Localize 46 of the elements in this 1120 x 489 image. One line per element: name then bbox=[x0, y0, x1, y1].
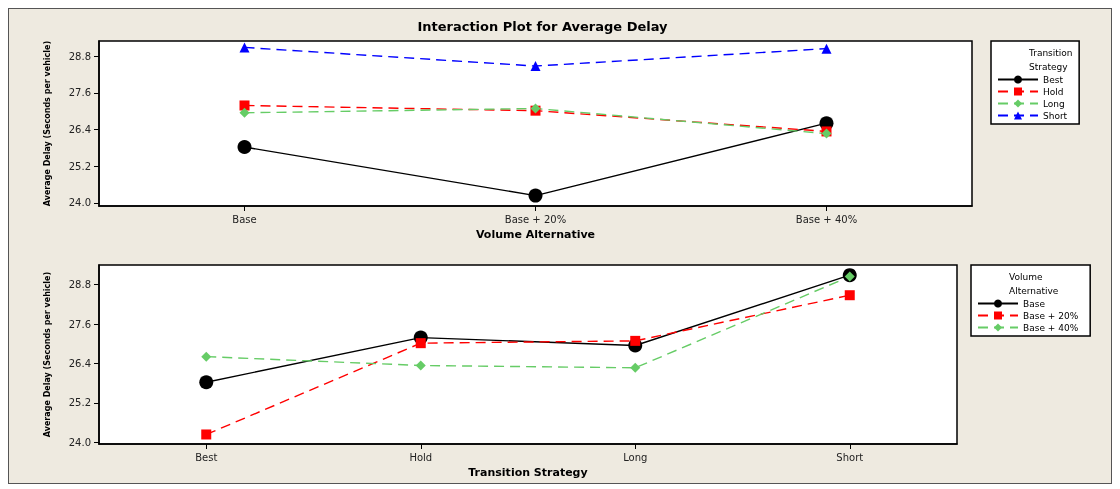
legend-title: Volume Alternative bbox=[1009, 272, 1059, 296]
x-tick-label: Short bbox=[836, 451, 864, 463]
y-axis-title: Average Delay (Seconds per vehicle) bbox=[42, 271, 52, 438]
x-tick-label: Base + 40% bbox=[795, 213, 858, 225]
point bbox=[630, 335, 641, 346]
legend-label: Base + 40% bbox=[1023, 322, 1079, 333]
x-tick-label: Base bbox=[232, 213, 257, 225]
y-tick-label: 28.8 bbox=[68, 279, 91, 291]
x-tick-label: Hold bbox=[409, 451, 433, 463]
x-tick-label: Base + 20% bbox=[504, 213, 567, 225]
legend-label: Short bbox=[1043, 110, 1068, 121]
y-tick-label: 24.0 bbox=[68, 436, 91, 448]
y-axis-title: Average Delay (Seconds per vehicle) bbox=[42, 40, 52, 207]
legend-label: Long bbox=[1043, 98, 1065, 109]
point bbox=[239, 100, 250, 111]
y-tick-label: 27.6 bbox=[68, 318, 91, 330]
point bbox=[239, 107, 250, 118]
point bbox=[237, 140, 252, 155]
x-axis-title: Transition Strategy bbox=[468, 465, 588, 479]
point bbox=[415, 338, 426, 349]
point bbox=[528, 188, 543, 203]
legend-label: Base bbox=[1023, 298, 1046, 309]
point bbox=[530, 61, 541, 72]
point bbox=[201, 351, 212, 362]
chart-title: Interaction Plot for Average Delay bbox=[417, 19, 669, 34]
x-tick-label: Best bbox=[195, 451, 218, 463]
legend-label: Best bbox=[1043, 74, 1064, 85]
y-tick-label: 26.4 bbox=[68, 124, 91, 136]
legend-label: Base + 20% bbox=[1023, 310, 1079, 321]
point bbox=[201, 429, 212, 440]
legend-label: Hold bbox=[1043, 86, 1064, 97]
y-tick-label: 25.2 bbox=[68, 397, 91, 409]
point bbox=[415, 360, 426, 371]
y-tick-label: 24.0 bbox=[68, 197, 91, 209]
y-tick-label: 25.2 bbox=[68, 160, 91, 172]
legend-title: Transition Strategy bbox=[1028, 48, 1076, 72]
point bbox=[199, 375, 214, 390]
point bbox=[630, 362, 641, 373]
y-tick-label: 26.4 bbox=[68, 358, 91, 370]
y-tick-label: 28.8 bbox=[68, 50, 91, 62]
x-tick-label: Long bbox=[623, 451, 648, 463]
y-tick-label: 27.6 bbox=[68, 87, 91, 99]
point bbox=[239, 42, 250, 53]
point bbox=[821, 43, 832, 54]
x-axis-title: Volume Alternative bbox=[475, 227, 596, 241]
point bbox=[844, 290, 855, 301]
